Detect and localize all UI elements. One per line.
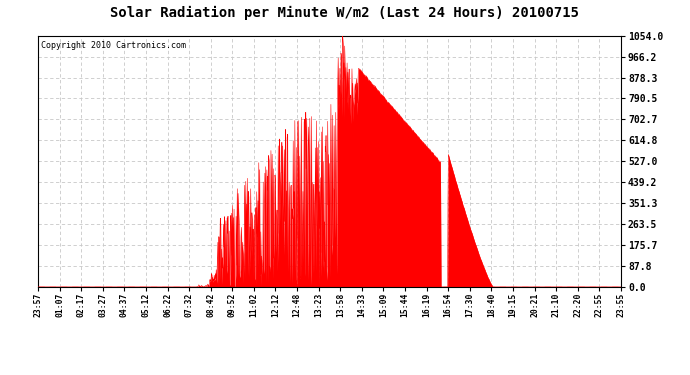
Text: Solar Radiation per Minute W/m2 (Last 24 Hours) 20100715: Solar Radiation per Minute W/m2 (Last 24… <box>110 6 580 20</box>
Text: Copyright 2010 Cartronics.com: Copyright 2010 Cartronics.com <box>41 40 186 50</box>
